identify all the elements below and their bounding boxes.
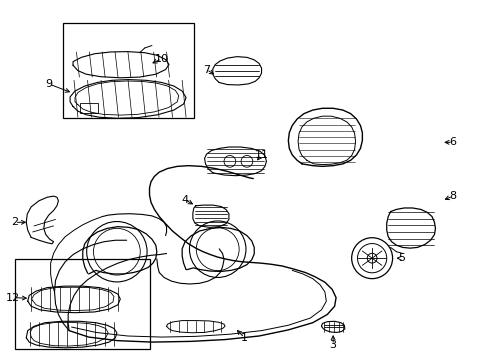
Text: 6: 6: [448, 138, 456, 147]
Text: 7: 7: [203, 64, 210, 75]
Bar: [63, 23, 193, 118]
Text: 11: 11: [254, 150, 268, 160]
Text: 8: 8: [448, 191, 456, 201]
Text: 2: 2: [11, 217, 18, 227]
Text: 9: 9: [45, 79, 52, 89]
Text: 4: 4: [181, 195, 188, 205]
Text: 1: 1: [241, 333, 247, 343]
Bar: [80, 103, 98, 113]
Text: 3: 3: [329, 340, 336, 350]
Bar: [15, 259, 150, 349]
Text: 5: 5: [397, 253, 404, 263]
Text: 10: 10: [154, 54, 168, 64]
Text: 12: 12: [6, 293, 20, 303]
